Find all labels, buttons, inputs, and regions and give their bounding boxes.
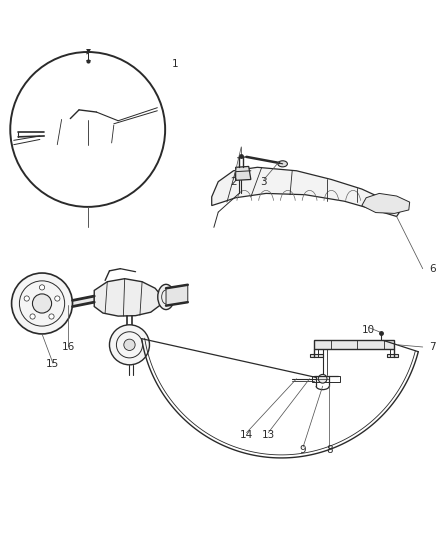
Circle shape (124, 339, 135, 351)
Text: 15: 15 (46, 359, 60, 369)
Polygon shape (40, 118, 129, 146)
Text: 16: 16 (61, 342, 75, 352)
Text: 8: 8 (326, 445, 332, 455)
Polygon shape (387, 354, 398, 357)
Text: 10: 10 (362, 325, 375, 335)
Text: 1: 1 (171, 59, 178, 69)
Text: 3: 3 (261, 176, 267, 187)
Circle shape (11, 273, 72, 334)
Text: 7: 7 (429, 342, 436, 352)
Circle shape (110, 325, 149, 365)
Text: 6: 6 (429, 264, 436, 273)
Text: 1: 1 (85, 53, 91, 63)
Polygon shape (362, 193, 410, 213)
Circle shape (24, 296, 29, 301)
Circle shape (10, 52, 165, 207)
Circle shape (39, 285, 45, 290)
Circle shape (318, 374, 327, 383)
Polygon shape (236, 166, 251, 180)
Polygon shape (311, 354, 323, 357)
Ellipse shape (125, 122, 141, 146)
Circle shape (55, 296, 60, 301)
Circle shape (49, 314, 54, 319)
Text: 14: 14 (240, 430, 253, 440)
Circle shape (32, 294, 52, 313)
Polygon shape (314, 341, 395, 349)
Ellipse shape (158, 284, 174, 310)
Ellipse shape (278, 161, 287, 167)
Polygon shape (72, 296, 94, 306)
Polygon shape (94, 279, 162, 316)
Text: 2: 2 (230, 176, 237, 187)
Polygon shape (166, 285, 188, 305)
Text: 9: 9 (300, 445, 307, 455)
Polygon shape (212, 167, 401, 216)
Text: 13: 13 (261, 430, 275, 440)
Circle shape (30, 314, 35, 319)
